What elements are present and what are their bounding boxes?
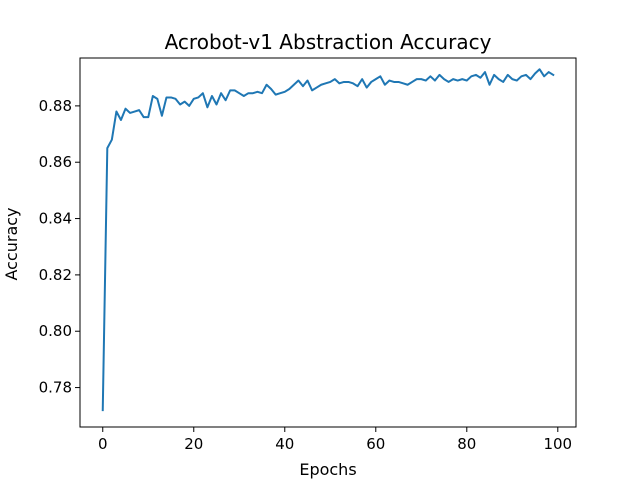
y-tick-label: 0.88 — [39, 97, 72, 115]
y-tick-label: 0.80 — [39, 322, 72, 340]
y-tick-label: 0.82 — [39, 266, 72, 284]
chart-title: Acrobot-v1 Abstraction Accuracy — [165, 30, 492, 54]
x-axis: 0 20 40 60 80 100 — [98, 427, 572, 453]
x-tick-label: 0 — [98, 435, 108, 453]
y-axis: 0.78 0.80 0.82 0.84 0.86 0.88 — [39, 97, 80, 397]
x-tick-label: 40 — [275, 435, 294, 453]
x-axis-label: Epochs — [299, 460, 356, 479]
y-axis-label: Accuracy — [2, 207, 21, 280]
y-tick-label: 0.86 — [39, 153, 72, 171]
y-tick-label: 0.78 — [39, 379, 72, 397]
x-tick-label: 80 — [457, 435, 476, 453]
x-tick-label: 100 — [543, 435, 572, 453]
x-tick-label: 60 — [366, 435, 385, 453]
y-tick-label: 0.84 — [39, 210, 72, 228]
plot-frame — [79, 57, 577, 428]
x-tick-label: 20 — [184, 435, 203, 453]
series-line — [101, 68, 555, 412]
